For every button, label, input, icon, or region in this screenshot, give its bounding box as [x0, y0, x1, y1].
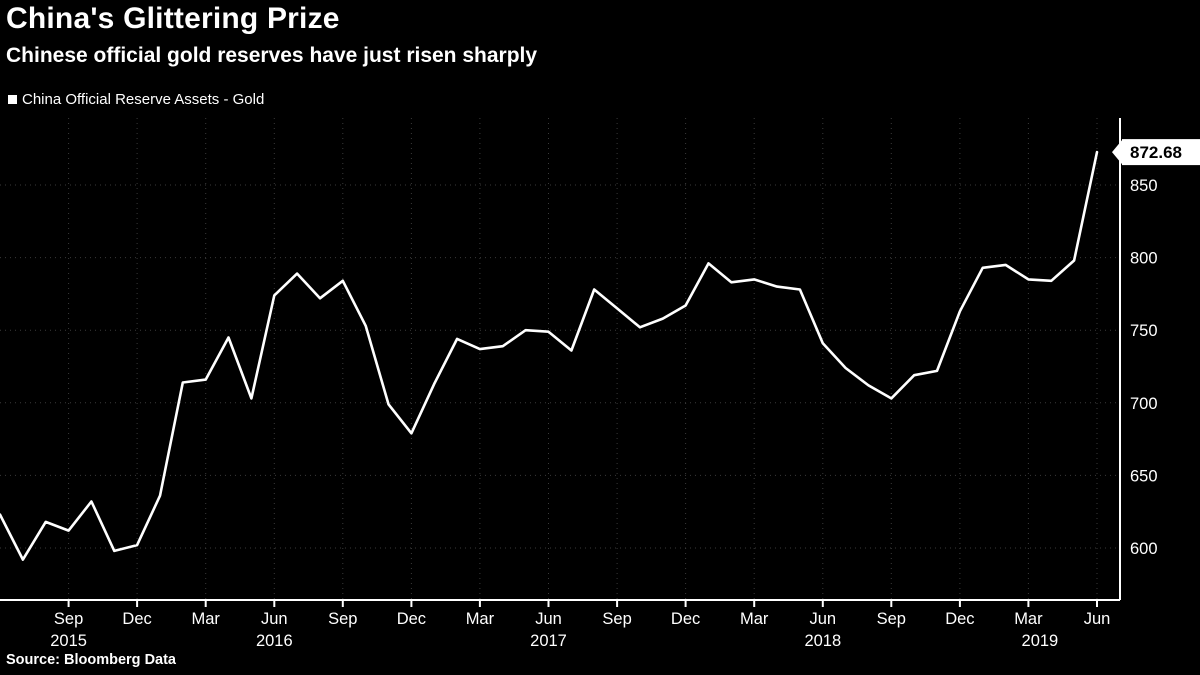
source-note: Source: Bloomberg Data — [6, 652, 176, 668]
x-tick-label: Sep — [877, 610, 906, 628]
last-value-flag — [1122, 139, 1200, 166]
x-tick-label: Sep — [328, 610, 357, 628]
legend-label: China Official Reserve Assets - Gold — [22, 91, 265, 108]
x-tick-label: Dec — [671, 610, 700, 628]
y-axis-label: 800 — [1130, 250, 1158, 268]
x-tick-label: Dec — [397, 610, 426, 628]
series-line — [0, 150, 1099, 561]
x-tick-label: Jun — [809, 610, 836, 628]
year-label: 2019 — [1022, 632, 1059, 650]
legend-square-icon — [8, 95, 17, 104]
year-label: 2016 — [256, 632, 293, 650]
y-axis-label: 600 — [1130, 540, 1158, 558]
y-axis-label: 750 — [1130, 322, 1158, 340]
year-label: 2018 — [804, 632, 841, 650]
y-axis-label: 650 — [1130, 467, 1158, 485]
x-tick-label: Jun — [261, 610, 288, 628]
x-tick-label: Mar — [191, 610, 220, 628]
y-axis-label: 850 — [1130, 177, 1158, 195]
x-tick-label: Mar — [466, 610, 495, 628]
chart-title: China's Glittering Prize — [6, 2, 340, 35]
x-tick-label: Sep — [602, 610, 631, 628]
chart-subtitle: Chinese official gold reserves have just… — [6, 44, 538, 67]
x-tick-label: Jun — [1084, 610, 1111, 628]
x-tick-label: Dec — [122, 610, 151, 628]
last-value-flag-pointer — [1112, 140, 1122, 165]
year-label: 2015 — [50, 632, 87, 650]
y-axis-label: 700 — [1130, 395, 1158, 413]
x-tick-label: Sep — [54, 610, 83, 628]
x-tick-label: Dec — [945, 610, 974, 628]
x-tick-label: Jun — [535, 610, 562, 628]
x-tick-label: Mar — [740, 610, 769, 628]
year-label: 2017 — [530, 632, 567, 650]
legend: China Official Reserve Assets - Gold — [8, 91, 264, 108]
last-value-label: 872.68 — [1130, 143, 1182, 162]
x-tick-label: Mar — [1014, 610, 1043, 628]
